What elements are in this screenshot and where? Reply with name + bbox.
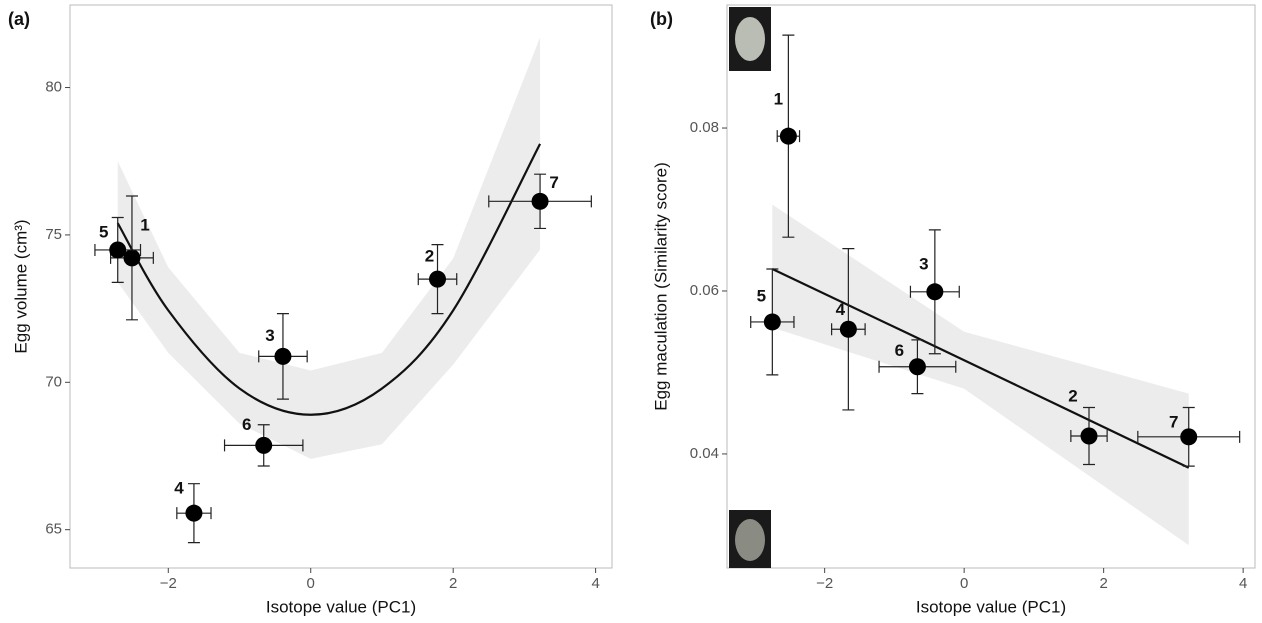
point-label: 4 [174,479,184,498]
confidence-band [117,37,541,459]
x-tick-label: 0 [960,575,968,592]
point [763,313,781,331]
x-tick-label: 4 [591,575,599,592]
point-label: 2 [425,247,434,266]
x-tick-label: 4 [1239,575,1247,592]
point [908,358,926,376]
plot-frame [726,4,1256,569]
confidence-band [772,204,1189,546]
point-label: 6 [242,415,251,434]
x-tick-label: 2 [1099,575,1107,592]
point [1180,428,1198,446]
point-label: 5 [757,286,766,305]
point-label: 7 [1169,412,1178,431]
point-label: 5 [99,222,108,241]
y-tick-label: 75 [45,226,62,243]
egg-photo-top [729,7,771,71]
point [109,241,127,259]
fit-line [771,267,1190,469]
point [123,249,141,267]
point [926,283,944,301]
point [274,347,292,365]
point-label: 2 [1068,386,1077,405]
fit-line [116,143,542,416]
point-label: 6 [895,341,904,360]
point [255,436,273,454]
x-axis-label: Isotope value (PC1) [266,597,416,616]
y-tick-label: 0.04 [690,445,719,462]
point-label: 7 [549,173,558,192]
y-axis-label: Egg volume (cm³) [11,219,30,353]
x-tick-label: −2 [816,575,833,592]
x-tick-label: −2 [160,575,177,592]
panel-label: (b) [650,9,673,29]
panel-label: (a) [8,9,30,29]
point [185,504,203,522]
y-tick-label: 65 [45,521,62,538]
y-tick-label: 70 [45,373,62,390]
x-tick-label: 2 [449,575,457,592]
x-tick-label: 0 [307,575,315,592]
point-label: 4 [836,300,846,319]
y-axis-label: Egg maculation (Similarity score) [651,162,670,410]
point [1080,427,1098,445]
plot-frame [69,4,613,569]
point [429,270,447,288]
egg-photo-bottom [729,510,771,568]
point-label: 1 [774,90,783,109]
y-tick-label: 0.06 [690,282,719,299]
point [839,320,857,338]
y-tick-label: 80 [45,79,62,96]
y-tick-label: 0.08 [690,119,719,136]
point-label: 3 [265,326,274,345]
point-label: 1 [140,215,149,234]
x-axis-label: Isotope value (PC1) [916,597,1066,616]
point [531,192,549,210]
point [779,127,797,145]
point-label: 3 [919,254,928,273]
